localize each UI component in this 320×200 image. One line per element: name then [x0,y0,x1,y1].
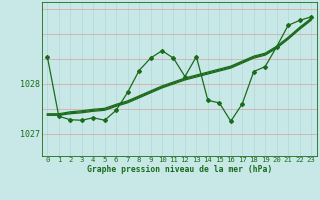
X-axis label: Graphe pression niveau de la mer (hPa): Graphe pression niveau de la mer (hPa) [87,165,272,174]
